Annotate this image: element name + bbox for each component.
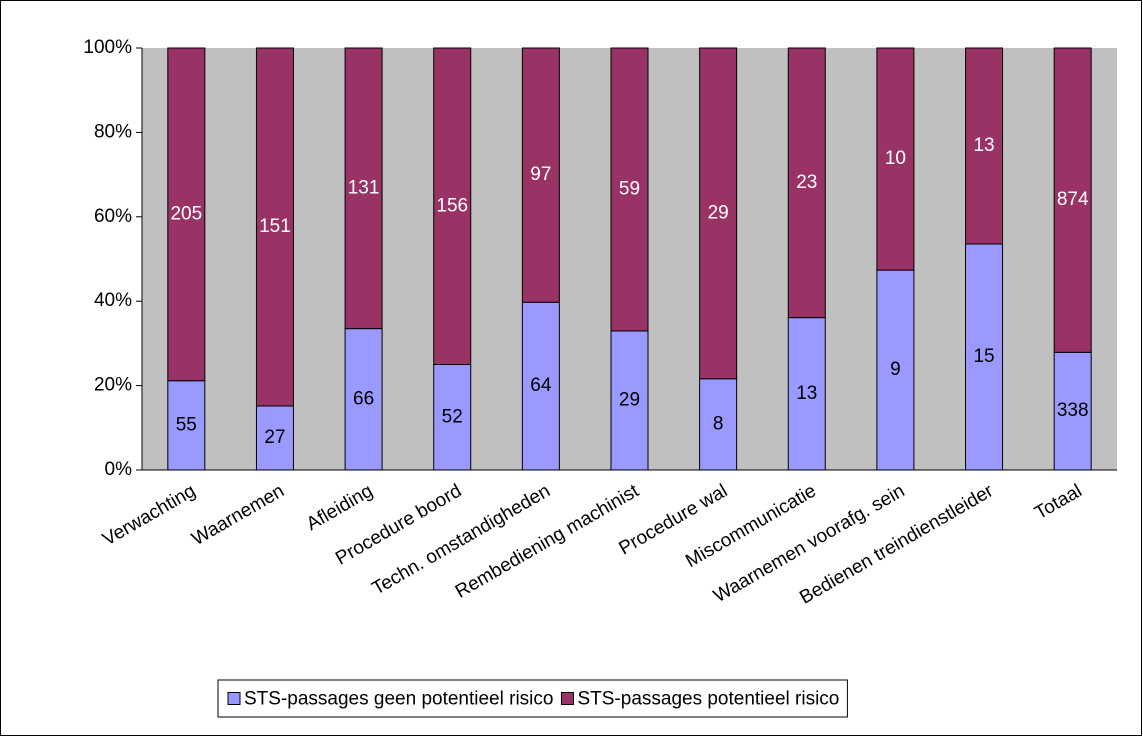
bar-segment	[255, 405, 294, 471]
data-label: 13	[796, 383, 817, 404]
data-label: 874	[1057, 189, 1089, 210]
bar-segment	[344, 328, 383, 471]
legend-label: STS-passages geen potentieel risico	[244, 689, 553, 710]
legend-label: STS-passages potentieel risico	[577, 689, 839, 710]
bar-segment	[1053, 351, 1092, 471]
y-tick-label: 40%	[94, 290, 132, 311]
data-label: 15	[973, 346, 994, 367]
bar-segment	[255, 47, 294, 407]
bar-segment	[344, 47, 383, 330]
data-label: 52	[442, 406, 463, 427]
bar-segment	[787, 47, 826, 319]
bar-segment	[610, 330, 649, 471]
legend-box	[217, 679, 848, 718]
data-label: 156	[436, 195, 468, 216]
y-tick-label: 100%	[83, 37, 132, 58]
bar-segment	[965, 243, 1004, 471]
data-label: 29	[619, 389, 640, 410]
bar-segment	[965, 47, 1004, 245]
data-label: 23	[796, 172, 817, 193]
bar-segment	[610, 47, 649, 332]
data-label: 8	[713, 413, 724, 434]
bar-segment	[876, 269, 915, 471]
data-label: 10	[885, 148, 906, 169]
bar-segment	[433, 47, 472, 365]
legend-swatch	[560, 692, 574, 705]
data-label: 13	[973, 135, 994, 156]
bar-segment	[699, 378, 738, 471]
y-tick-label: 20%	[94, 375, 132, 396]
bar-segment	[1053, 47, 1092, 353]
data-label: 55	[176, 414, 197, 435]
data-label: 29	[708, 202, 729, 223]
bar-segment	[167, 380, 206, 471]
bar-segment	[521, 301, 560, 471]
bar-segment	[521, 47, 560, 303]
data-label: 97	[530, 164, 551, 185]
y-tick-label: 80%	[94, 121, 132, 142]
data-label: 338	[1057, 400, 1089, 421]
data-label: 64	[530, 375, 552, 396]
legend-swatch	[227, 692, 241, 705]
y-tick-label: 60%	[94, 206, 132, 227]
bar-segment	[876, 47, 915, 271]
bar-segment	[167, 47, 206, 382]
data-label: 9	[890, 359, 901, 380]
bar-segment	[699, 47, 738, 380]
y-tick-label: 0%	[105, 459, 133, 480]
bar-segment	[787, 317, 826, 471]
data-label: 59	[619, 178, 640, 199]
data-label: 205	[170, 203, 202, 224]
data-label: 27	[264, 427, 285, 448]
bar-segment	[433, 364, 472, 471]
legend: STS-passages geen potentieel risico STS-p…	[217, 679, 848, 718]
data-label: 151	[259, 216, 291, 237]
data-label: 131	[348, 177, 380, 198]
data-label: 66	[353, 388, 374, 409]
